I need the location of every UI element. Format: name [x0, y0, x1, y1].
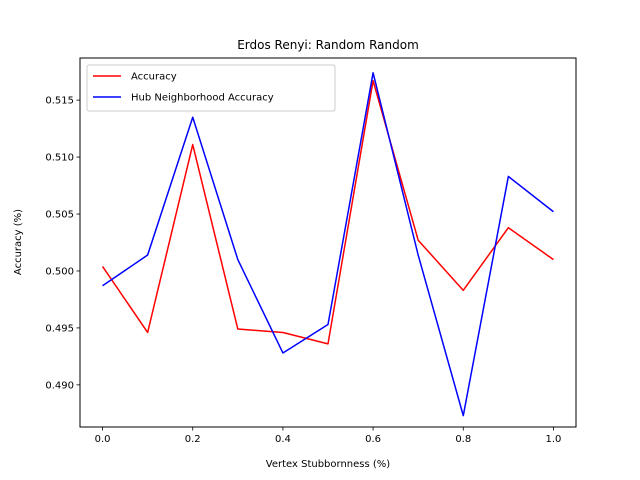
x-tick-label: 0.0	[95, 434, 111, 445]
legend-box	[86, 64, 336, 112]
series-layer	[101, 72, 554, 417]
x-tick-label: 0.6	[365, 434, 381, 445]
series-line-hub-neighborhood-accuracy	[102, 72, 554, 417]
x-tick-label: 0.2	[185, 434, 201, 445]
x-axis: 0.0 0.2 0.4 0.6 0.8 1.0	[95, 427, 562, 445]
chart-title: Erdos Renyi: Random Random	[237, 38, 419, 52]
plot-frame	[79, 57, 577, 428]
y-axis-label: Accuracy (%)	[13, 209, 24, 275]
series-line-accuracy	[101, 80, 554, 345]
x-tick-label: 1.0	[546, 434, 562, 445]
y-tick-label: 0.515	[45, 96, 74, 107]
y-axis: 0.490 0.495 0.500 0.505 0.510 0.515	[45, 96, 80, 391]
legend: Accuracy Hub Neighborhood Accuracy	[86, 64, 336, 112]
y-tick-label: 0.495	[45, 323, 74, 334]
x-tick-label: 0.4	[275, 434, 291, 445]
y-tick-label: 0.490	[45, 380, 74, 391]
y-tick-label: 0.505	[45, 210, 74, 221]
legend-label-hub-neighborhood-accuracy: Hub Neighborhood Accuracy	[131, 93, 274, 104]
legend-label-accuracy: Accuracy	[131, 72, 177, 83]
plot-area	[80, 58, 576, 427]
x-tick-label: 0.8	[455, 434, 471, 445]
y-tick-label: 0.500	[45, 266, 74, 277]
y-tick-label: 0.510	[45, 153, 74, 164]
x-axis-label: Vertex Stubbornness (%)	[266, 459, 391, 470]
